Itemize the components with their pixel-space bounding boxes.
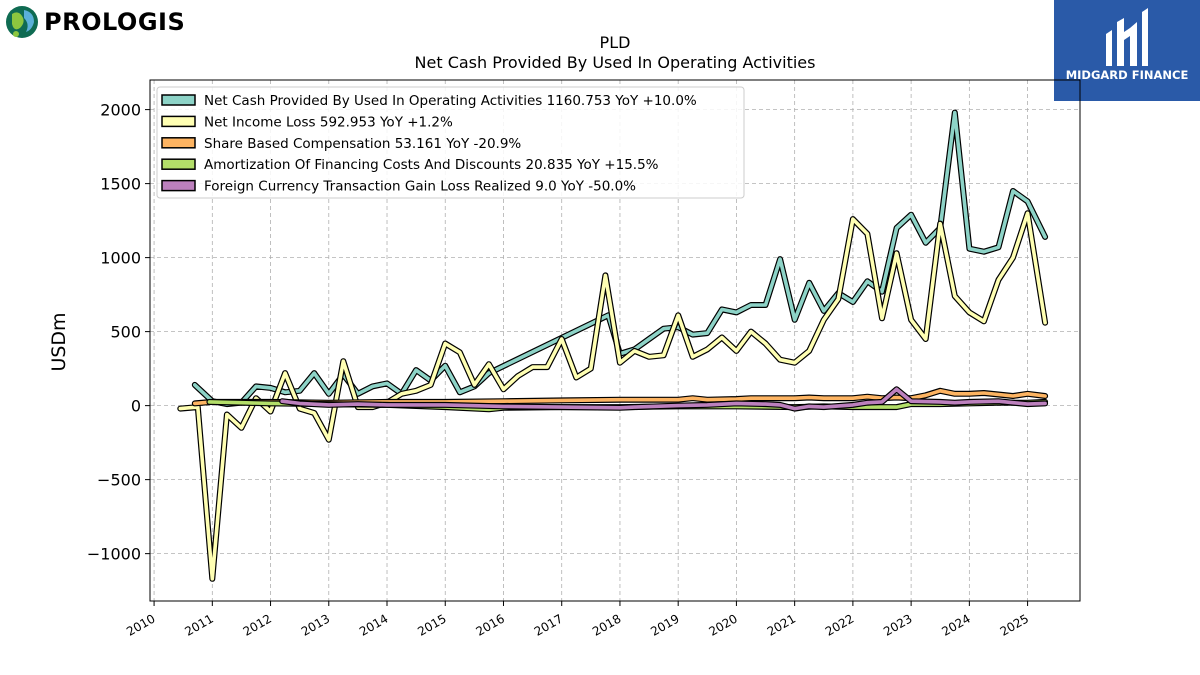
legend-item: Foreign Currency Transaction Gain Loss R… [161, 179, 636, 195]
y-tick-label: 500 [110, 323, 141, 342]
x-tick-label: 2025 [998, 611, 1031, 638]
y-tick-label: 0 [131, 397, 141, 416]
midgard-finance-logo-text: MIDGARD FINANCE [1065, 68, 1189, 82]
legend-swatch [161, 137, 196, 149]
chart-title: PLD [600, 33, 631, 52]
series-layer [177, 109, 1049, 582]
legend-swatch [161, 158, 196, 170]
legend-swatch [161, 115, 196, 128]
midgard-finance-logo: MIDGARD FINANCE [1054, 0, 1200, 101]
legend-item: Amortization Of Financing Costs And Disc… [161, 157, 659, 173]
x-tick-label: 2011 [182, 611, 215, 638]
x-tick-label: 2013 [299, 611, 332, 638]
x-tick-label: 2010 [124, 611, 157, 638]
legend-box [156, 86, 745, 199]
x-tick-label: 2023 [881, 611, 914, 638]
legend: Net Cash Provided By Used In Operating A… [156, 86, 745, 199]
legend-item: Share Based Compensation 53.161 YoY -20.… [161, 136, 521, 152]
chart-subtitle: Net Cash Provided By Used In Operating A… [415, 53, 816, 72]
legend-label: Share Based Compensation 53.161 YoY -20.… [204, 136, 521, 152]
prologis-logo-text: PROLOGIS [44, 8, 186, 36]
y-tick-label: −1000 [87, 545, 141, 564]
legend-swatch [161, 94, 196, 106]
legend-label: Foreign Currency Transaction Gain Loss R… [204, 179, 636, 195]
series-line-5 [279, 386, 1049, 412]
globe-icon [6, 6, 38, 38]
x-tick-label: 2021 [765, 611, 798, 638]
plot-frame [149, 79, 1081, 602]
y-tick-label: 2000 [100, 101, 141, 120]
x-tick-label: 2020 [706, 611, 739, 638]
legend-item: Net Income Loss 592.953 YoY +1.2% [161, 114, 453, 130]
x-tick-label: 2019 [648, 611, 681, 638]
legend-label: Net Income Loss 592.953 YoY +1.2% [204, 114, 453, 130]
legend-label: Net Cash Provided By Used In Operating A… [204, 93, 697, 109]
x-tick-label: 2016 [474, 611, 507, 638]
x-tick-label: 2015 [415, 611, 448, 638]
legend-swatch [161, 179, 196, 192]
legend-label: Amortization Of Financing Costs And Disc… [204, 157, 659, 173]
x-tick-label: 2018 [590, 611, 623, 638]
y-axis-label: USDm [48, 312, 70, 371]
x-tick-label: 2022 [823, 611, 856, 638]
y-tick-label: 1000 [100, 249, 141, 268]
y-tick-label: −500 [97, 471, 141, 490]
prologis-logo: PROLOGIS [4, 4, 185, 40]
midgard-emblem-icon [1106, 8, 1148, 66]
series-line-2 [177, 210, 1049, 582]
legend-item: Net Cash Provided By Used In Operating A… [161, 93, 697, 109]
x-tick-label: 2024 [939, 611, 972, 638]
x-tick-label: 2014 [357, 611, 390, 638]
y-tick-label: 1500 [100, 175, 141, 194]
x-tick-label: 2012 [241, 611, 274, 638]
x-tick-label: 2017 [532, 611, 565, 638]
